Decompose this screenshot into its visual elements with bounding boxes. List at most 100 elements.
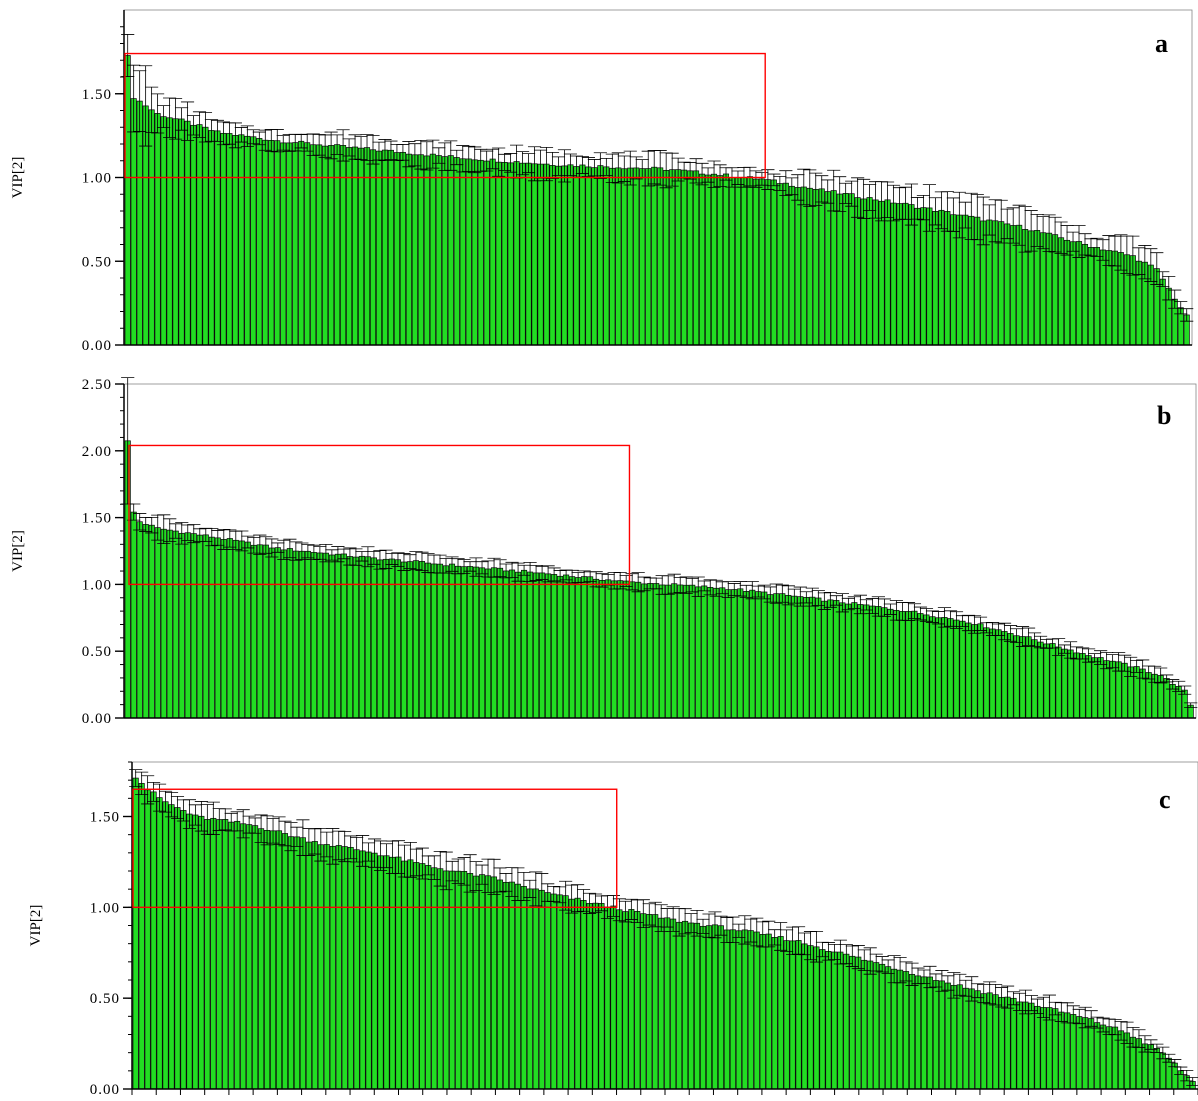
bar — [950, 214, 957, 346]
error-bar — [547, 885, 561, 903]
bar — [861, 959, 868, 1090]
error-bar — [994, 199, 1008, 244]
error-bar — [308, 828, 322, 855]
error-bar — [749, 170, 763, 188]
error-bar — [865, 598, 879, 615]
bar — [857, 604, 864, 719]
bar — [411, 154, 418, 346]
bar — [740, 176, 747, 346]
bar — [764, 179, 771, 346]
error-bar — [678, 908, 692, 935]
error-bar — [1000, 208, 1014, 240]
bar — [286, 548, 293, 719]
bar — [496, 879, 504, 1090]
bar — [436, 563, 444, 719]
bar — [755, 591, 762, 719]
bar — [525, 162, 532, 346]
bar — [484, 568, 492, 719]
bar — [138, 783, 145, 1090]
error-bar — [475, 864, 489, 885]
error-bar — [952, 191, 966, 239]
bar — [783, 940, 790, 1090]
bar — [226, 538, 233, 719]
bar — [653, 583, 660, 719]
error-bar — [827, 943, 841, 961]
error-bar — [517, 564, 531, 576]
error-bar — [631, 572, 645, 593]
error-bar — [1018, 989, 1033, 1015]
error-bar — [1006, 991, 1021, 1006]
bar — [262, 544, 269, 719]
bar — [623, 580, 630, 719]
error-bar — [516, 151, 530, 176]
error-bar — [689, 158, 703, 184]
bar — [1058, 1011, 1065, 1090]
error-bar — [217, 529, 231, 550]
bar — [693, 170, 700, 346]
bar — [663, 169, 670, 346]
bar — [192, 814, 199, 1090]
error-bar — [265, 538, 279, 558]
error-bar — [1030, 998, 1045, 1014]
error-bar — [726, 916, 740, 943]
error-bar — [845, 180, 859, 207]
bar — [1106, 1026, 1113, 1090]
bar — [669, 169, 676, 346]
error-bar — [901, 602, 916, 621]
chart-panel-c: 0.00 0.50 1.00 1.50 VIP[2] c — [28, 761, 1198, 1098]
bar — [555, 165, 562, 346]
bar — [1088, 1018, 1095, 1090]
bar — [216, 819, 223, 1090]
bar — [274, 547, 281, 719]
bar — [497, 567, 504, 719]
bar — [701, 585, 708, 719]
bar — [1004, 996, 1011, 1090]
error-bar — [414, 139, 428, 170]
error-bar — [943, 610, 958, 627]
error-bar — [1054, 221, 1068, 254]
error-bar — [121, 34, 135, 77]
bar — [795, 940, 802, 1090]
bar — [346, 556, 353, 719]
error-bar — [625, 573, 639, 591]
error-bar — [1063, 641, 1078, 659]
bar — [585, 166, 592, 346]
error-bar — [1096, 1017, 1110, 1033]
y-tick-label: 0.00 — [90, 1082, 120, 1098]
error-bar — [774, 922, 788, 951]
error-bar — [1012, 992, 1027, 1011]
bar — [688, 922, 695, 1090]
bar — [941, 617, 948, 719]
error-bar — [450, 149, 464, 166]
bar — [538, 889, 545, 1090]
error-bar — [439, 851, 453, 891]
error-bar — [198, 111, 213, 143]
error-bar — [463, 561, 477, 572]
bar — [837, 951, 844, 1090]
bar — [1004, 223, 1011, 346]
error-bar — [917, 969, 931, 985]
bar — [713, 587, 720, 719]
error-bar — [234, 127, 248, 143]
bar — [1055, 646, 1062, 719]
error-bar — [529, 564, 543, 581]
bar — [659, 584, 666, 719]
bar — [489, 158, 496, 346]
error-bar — [833, 176, 847, 212]
bar — [998, 996, 1005, 1090]
error-bar — [260, 815, 274, 846]
error-bar — [835, 593, 849, 613]
highlight-box — [128, 444, 631, 586]
error-bar — [432, 147, 446, 164]
bar — [903, 971, 910, 1090]
bar — [920, 976, 928, 1090]
bar — [124, 55, 131, 346]
error-bar — [457, 857, 471, 886]
bar — [186, 813, 193, 1090]
error-bar — [863, 184, 877, 211]
error-bar — [916, 194, 931, 221]
bar — [617, 580, 624, 719]
bar — [890, 202, 897, 346]
error-bar — [762, 920, 776, 948]
